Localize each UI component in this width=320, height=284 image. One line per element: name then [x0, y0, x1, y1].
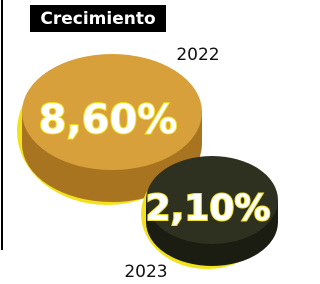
value-label: 2,10% [146, 188, 271, 229]
infographic: Crecimiento 8,60% 2022 2,10% 2023 [0, 0, 285, 284]
value-label: 8,60% [39, 97, 178, 143]
chart-title: Crecimiento [40, 9, 155, 29]
category-label: 2023 [124, 262, 167, 282]
category-label: 2022 [176, 45, 219, 65]
